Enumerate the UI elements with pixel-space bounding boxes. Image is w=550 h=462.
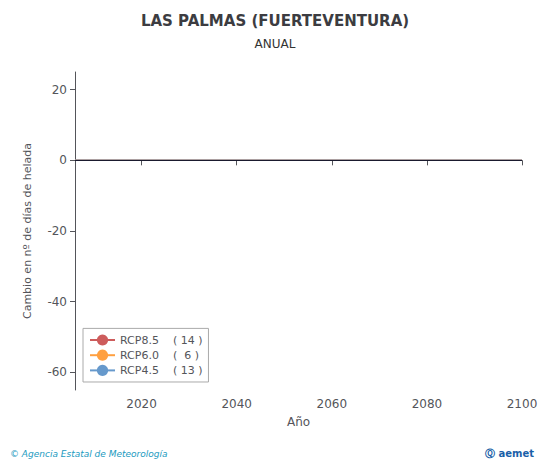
svg-text:RCP6.0 ( 6 ): RCP6.0 ( 6 ) xyxy=(120,349,199,362)
svg-text:2020: 2020 xyxy=(126,397,157,411)
svg-text:© Agencia Estatal de Meteorolo: © Agencia Estatal de Meteorología xyxy=(10,449,168,459)
svg-text:2080: 2080 xyxy=(412,397,443,411)
svg-text:RCP8.5 ( 14 ): RCP8.5 ( 14 ) xyxy=(120,334,202,347)
svg-text:ANUAL: ANUAL xyxy=(255,37,296,51)
svg-text:2040: 2040 xyxy=(221,397,252,411)
svg-text:20: 20 xyxy=(52,83,67,97)
svg-text:LAS PALMAS (FUERTEVENTURA): LAS PALMAS (FUERTEVENTURA) xyxy=(141,12,409,30)
svg-text:Cambio en nº de días de helada: Cambio en nº de días de helada xyxy=(21,143,34,319)
svg-text:-60: -60 xyxy=(47,365,67,379)
svg-text:2060: 2060 xyxy=(317,397,348,411)
svg-text:Año: Año xyxy=(287,415,310,429)
svg-text:Ⓠ aemet: Ⓠ aemet xyxy=(485,448,534,459)
svg-text:RCP4.5 ( 13 ): RCP4.5 ( 13 ) xyxy=(120,364,202,377)
svg-text:-40: -40 xyxy=(47,295,67,309)
svg-text:-20: -20 xyxy=(47,224,67,238)
svg-text:2100: 2100 xyxy=(507,397,538,411)
svg-text:0: 0 xyxy=(59,153,67,167)
